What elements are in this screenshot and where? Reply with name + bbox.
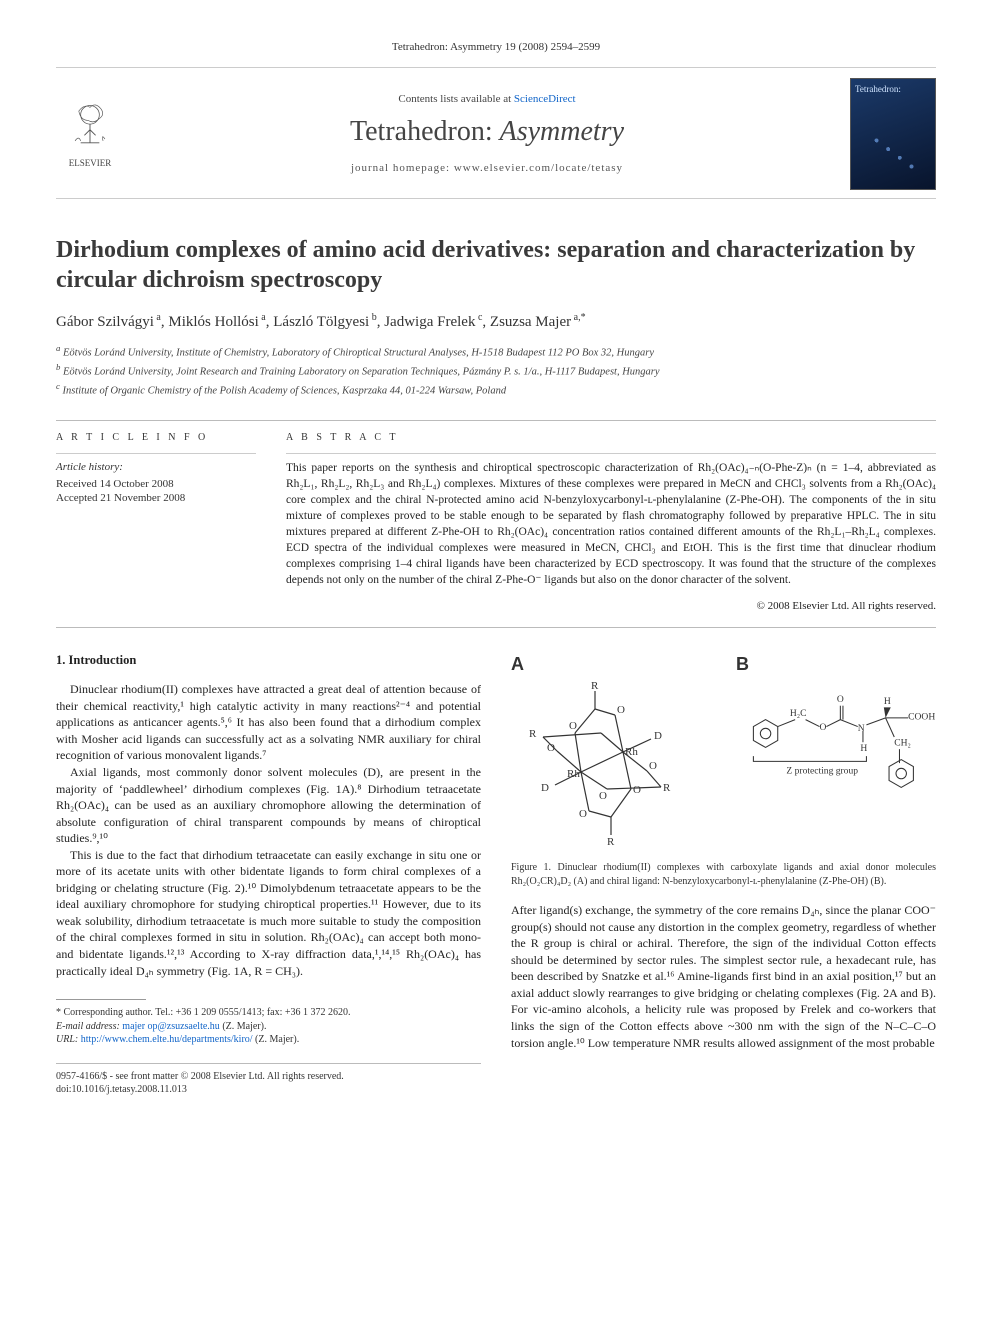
article-title: Dirhodium complexes of amino acid deriva… (56, 235, 936, 295)
right-column: A Rh Rh D D (511, 652, 936, 1096)
left-column: 1. Introduction Dinuclear rhodium(II) co… (56, 652, 481, 1096)
panel-a-label: A (511, 652, 691, 676)
svg-text:H: H (860, 743, 867, 754)
svg-text:R: R (607, 836, 615, 847)
affiliation-line: a Eötvös Loránd University, Institute of… (56, 342, 936, 361)
article-info-column: A R T I C L E I N F O Article history: R… (56, 420, 256, 627)
svg-text:N: N (858, 723, 865, 734)
svg-text:O: O (599, 790, 607, 802)
intro-para-2: Axial ligands, most commonly donor solve… (56, 764, 481, 847)
author-list: Gábor Szilvágyi a, Miklós Hollósi a, Lás… (56, 311, 936, 332)
accepted-date: Accepted 21 November 2008 (56, 491, 256, 506)
abstract-copyright: © 2008 Elsevier Ltd. All rights reserved… (286, 599, 936, 614)
svg-text:R: R (663, 782, 671, 794)
svg-text:COOH: COOH (908, 711, 935, 722)
affiliation-line: b Eötvös Loránd University, Joint Resear… (56, 361, 936, 380)
svg-text:R: R (591, 680, 599, 692)
article-info-heading: A R T I C L E I N F O (56, 431, 256, 445)
figure-1: A Rh Rh D D (511, 652, 936, 888)
issn-line: 0957-4166/$ - see front matter © 2008 El… (56, 1070, 481, 1084)
figure-1-panel-a: A Rh Rh D D (511, 652, 691, 851)
svg-text:O: O (633, 784, 641, 796)
article-history-heading: Article history: (56, 453, 256, 475)
affiliation-line: c Institute of Organic Chemistry of the … (56, 380, 936, 399)
journal-name-plain: Tetrahedron: (350, 116, 500, 147)
publisher-name: ELSEVIER (69, 157, 112, 169)
front-matter-block: 0957-4166/$ - see front matter © 2008 El… (56, 1063, 481, 1097)
journal-name: Tetrahedron: Asymmetry (138, 113, 836, 151)
svg-text:H: H (884, 696, 891, 707)
masthead: ELSEVIER Contents lists available at Sci… (56, 67, 936, 199)
footnote-email-who: (Z. Majer). (220, 1021, 267, 1032)
abstract-text: This paper reports on the synthesis and … (286, 453, 936, 589)
doi-line: doi:10.1016/j.tetasy.2008.11.013 (56, 1083, 481, 1097)
paddlewheel-diagram-icon: Rh Rh D D (511, 677, 691, 847)
svg-text:H₂C: H₂C (790, 708, 807, 719)
cover-thumb-text: Tetrahedron: (855, 84, 901, 94)
running-citation: Tetrahedron: Asymmetry 19 (2008) 2594–25… (56, 40, 936, 55)
panel-b-label: B (736, 652, 936, 676)
journal-name-italic: Asymmetry (500, 116, 624, 147)
svg-text:Z protecting group: Z protecting group (786, 765, 858, 776)
svg-text:D: D (541, 782, 549, 794)
corresponding-footnote: * Corresponding author. Tel.: +36 1 209 … (56, 1006, 481, 1047)
received-date: Received 14 October 2008 (56, 477, 256, 492)
footnote-separator (56, 999, 146, 1000)
contents-prefix: Contents lists available at (398, 93, 513, 105)
journal-homepage: journal homepage: www.elsevier.com/locat… (138, 161, 836, 176)
section-heading-1: 1. Introduction (56, 652, 481, 669)
footnote-tel-fax: * Corresponding author. Tel.: +36 1 209 … (56, 1006, 481, 1020)
abstract-column: A B S T R A C T This paper reports on th… (286, 420, 936, 627)
contents-line: Contents lists available at ScienceDirec… (138, 92, 836, 107)
intro-para-3: This is due to the fact that dirhodium t… (56, 847, 481, 979)
abstract-heading: A B S T R A C T (286, 431, 936, 445)
elsevier-tree-icon (62, 98, 118, 154)
affiliations: a Eötvös Loránd University, Institute of… (56, 342, 936, 398)
footnote-email-link[interactable]: majer op@zsuzsaelte.hu (122, 1021, 220, 1032)
elsevier-logo: ELSEVIER (56, 98, 124, 169)
svg-text:O: O (649, 760, 657, 772)
svg-text:D: D (654, 730, 662, 742)
svg-text:O: O (819, 722, 826, 733)
zphe-structure-icon: H₂C O O N H (736, 677, 936, 837)
footnote-url-link[interactable]: http://www.chem.elte.hu/departments/kiro… (81, 1034, 253, 1045)
svg-text:CH₂: CH₂ (894, 737, 911, 748)
sciencedirect-link[interactable]: ScienceDirect (514, 93, 576, 105)
journal-cover-thumb: Tetrahedron: (850, 78, 936, 190)
svg-text:O: O (837, 694, 844, 705)
right-col-para: After ligand(s) exchange, the symmetry o… (511, 902, 936, 1051)
footnote-email-label: E-mail address: (56, 1021, 122, 1032)
footnote-url-label: URL: (56, 1034, 81, 1045)
svg-text:O: O (579, 808, 587, 820)
figure-1-panel-b: B H₂C O (736, 652, 936, 841)
svg-text:O: O (569, 720, 577, 732)
intro-para-1: Dinuclear rhodium(II) complexes have att… (56, 681, 481, 764)
figure-1-caption: Figure 1. Dinuclear rhodium(II) complexe… (511, 861, 936, 888)
svg-text:R: R (529, 728, 537, 740)
svg-text:O: O (617, 704, 625, 716)
footnote-url-who: (Z. Majer). (253, 1034, 300, 1045)
